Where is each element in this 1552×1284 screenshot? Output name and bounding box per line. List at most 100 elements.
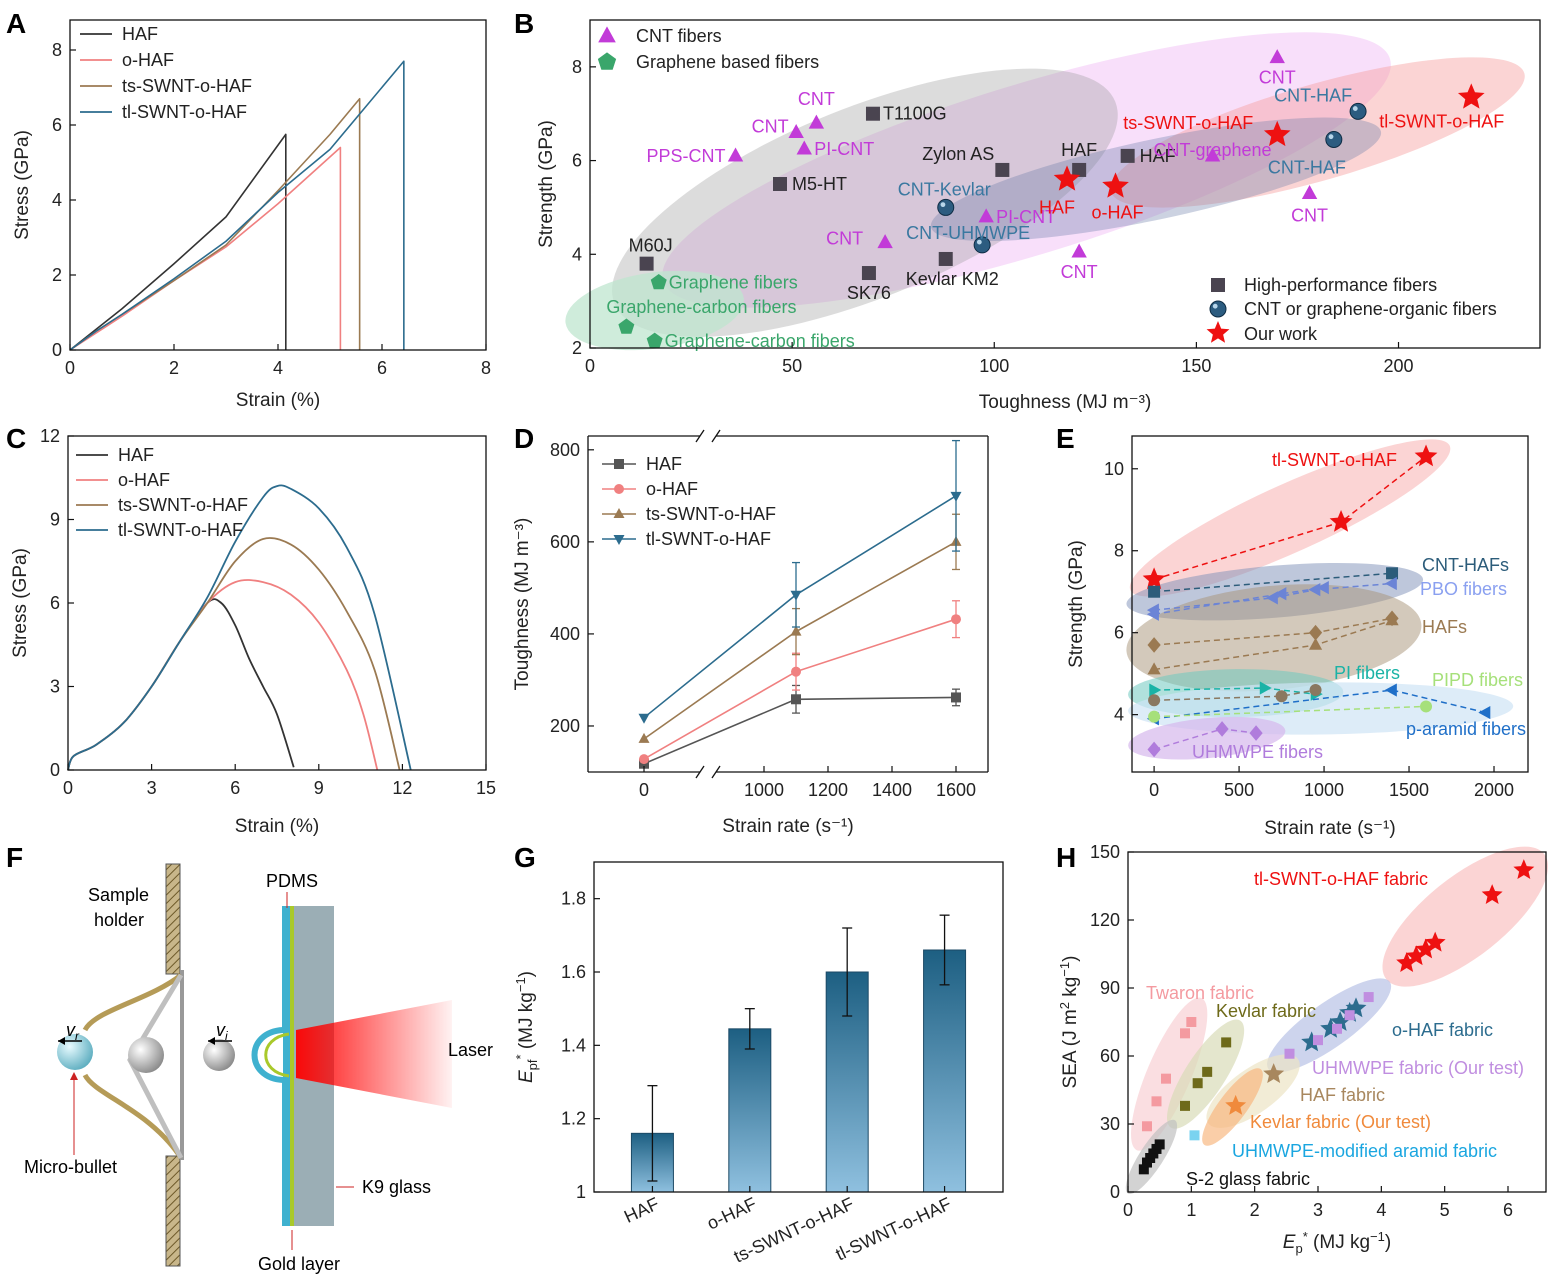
panel-e-point-pipd-fibers (1148, 710, 1161, 723)
panel-d-xtick-label: 1200 (808, 780, 848, 800)
panel-h-xtick-label: 6 (1503, 1200, 1513, 1220)
panel-g-bar-tl-swnt-o-haf (923, 949, 967, 1193)
panel-e-point-hafs (1308, 624, 1323, 641)
panel-c-line-o-haf (67, 579, 379, 771)
panel-b-point-haf-label: HAF (1039, 197, 1075, 217)
panel-e-point-hafs-b (1147, 662, 1161, 675)
panel-b-ytick-label: 2 (572, 338, 582, 358)
panel-c-xtick-label: 6 (230, 778, 240, 798)
panel-d-axis-break (695, 429, 705, 443)
velocity-r-label: vr (66, 1020, 80, 1043)
micro-bullet-label: Micro-bullet (24, 1157, 117, 1177)
pdms-layer (282, 906, 290, 1226)
panel-b-point-m60j-label: M60J (629, 236, 673, 256)
panel-h-label-kevlar-fabric-our-test-: Kevlar fabric (Our test) (1250, 1112, 1431, 1132)
panel-c-line-haf (67, 598, 295, 771)
panel-c-xtick-label: 15 (476, 778, 496, 798)
panel-e-label-pbo-fibers: PBO fibers (1420, 579, 1507, 599)
panel-c-legend-label: HAF (118, 445, 154, 465)
panel-e-ellipse-hafs (1126, 584, 1422, 692)
panel-h-label-tl-swnt-o-haf-fabric: tl-SWNT-o-HAF fabric (1254, 869, 1428, 889)
panel-b-ellipse-our-work (1110, 57, 1525, 208)
panel-b-axes-frame (589, 19, 1541, 349)
panel-d-ytick-label: 800 (550, 440, 580, 460)
panel-h-point-tl-swnt-o-haf-fabric (1481, 884, 1503, 904)
panel-b-point-zylon-as-label: Zylon AS (922, 144, 994, 164)
panel-e-point-pi-fibers (1259, 681, 1272, 695)
panel-e-point-uhmwpe-fibers (1249, 725, 1263, 741)
panel-h-label-kevlar-fabric: Kevlar fabric (1216, 1001, 1316, 1021)
panel-d-point-o-haf (639, 754, 649, 765)
panel-e-label-hafs: HAFs (1422, 617, 1467, 637)
micro-bullet-impact (128, 1037, 164, 1073)
panel-b-legend-cnt-marker (598, 26, 616, 43)
panel-b-point-t1100g-label: T1100G (883, 104, 947, 124)
panel-h-xlabel: Ep* (MJ kg−1) (1283, 1229, 1391, 1256)
panel-h-ytick-label: 90 (1100, 978, 1120, 998)
panel-letter-c: C (6, 423, 26, 454)
panel-c-xtick-label: 9 (314, 778, 324, 798)
panel-b-ytick-label: 8 (572, 57, 582, 77)
panel-b-point-o-haf-label: o-HAF (1092, 202, 1144, 222)
panel-e-point-haf-c (1148, 694, 1161, 707)
panel-d-legend-marker (614, 459, 624, 469)
panel-b-point-sk76-label: SK76 (847, 283, 891, 303)
panel-b-point-cnt-haf-label: CNT-HAF (1274, 85, 1352, 105)
panel-e-xtick-label: 1500 (1389, 780, 1429, 800)
panel-b-point-cnt-label: CNT (752, 116, 789, 136)
panel-d-legend-label: ts-SWNT-o-HAF (646, 504, 776, 524)
panel-d-legend-label: o-HAF (646, 479, 698, 499)
film-deformed-gold (82, 973, 184, 1160)
panel-h-point-twaron-fabric (1161, 1073, 1171, 1084)
panel-h-point-haf-fabric (1263, 1063, 1285, 1084)
panel-c-legend-label: tl-SWNT-o-HAF (118, 520, 243, 540)
panel-b-point-cnt-label: CNT (1291, 205, 1328, 225)
panel-e-point-haf-c (1275, 690, 1288, 703)
panel-letter-f: F (6, 842, 23, 873)
panel-e-xtick-label: 2000 (1474, 780, 1514, 800)
panel-h-point-kevlar-fabric (1221, 1037, 1232, 1048)
panel-b-point-pi-cnt (978, 208, 994, 223)
panel-b-xtick-label: 0 (585, 356, 595, 376)
panel-c-legend-label: o-HAF (118, 470, 170, 490)
film-bulge (251, 1027, 284, 1083)
panel-a-ytick-label: 6 (52, 115, 62, 135)
panel-c-xtick-label: 12 (392, 778, 412, 798)
panel-g-axes-frame (593, 861, 1004, 1193)
panel-b-xtick-label: 200 (1383, 356, 1413, 376)
panel-b-point-cnt-label: CNT (826, 229, 863, 249)
panel-d-point-ts-swnt-o-haf (790, 625, 802, 636)
panel-e-point-uhmwpe-fibers (1215, 721, 1229, 737)
panel-e-point-cnt-hafs (1386, 567, 1399, 580)
panel-e-point-pbo-fibers-b (1274, 587, 1287, 601)
panel-b-ylabel: Strength (GPa) (536, 120, 557, 248)
panel-e-point-tl-swnt-o-haf (1142, 567, 1166, 590)
panel-h-label-o-haf-fabric: o-HAF fabric (1392, 1020, 1493, 1040)
panel-b-legend-graphene-label: Graphene based fibers (636, 52, 819, 72)
panel-b-point-cnt-uhmwpe-label: CNT-UHMWPE (906, 223, 1030, 243)
panel-h-point-s-2-glass-fabric (1138, 1164, 1149, 1175)
panel-b-point-kevlar-km2 (938, 251, 953, 266)
panel-e-chart: 0 500 1000 1500 2000 4 6 8 10 Strain rate (s⁻¹) St… (1066, 435, 1529, 839)
panel-e-point-cnt-hafs (1148, 585, 1161, 598)
panel-h-xtick-label: 1 (1186, 1200, 1196, 1220)
panel-e-label-uhmwpe-fibers: UHMWPE fibers (1192, 742, 1323, 762)
panel-e-point-tl-swnt-o-haf (1329, 510, 1353, 532)
panel-a-line-ts-swnt-o-haf (69, 97, 361, 351)
panel-b-point-cnt-label: CNT (1259, 67, 1296, 87)
panel-b-legend-high-label: High-performance fibers (1244, 275, 1437, 295)
panel-b-point-cnt-haf-highlight (1328, 134, 1334, 140)
panel-e-xlabel: Strain rate (s⁻¹) (1264, 818, 1395, 839)
micro-bullet-pointer-head (70, 1072, 78, 1080)
panel-b-legend-graphene-marker (597, 52, 617, 70)
panel-e-point-hafs (1147, 637, 1161, 653)
panel-d-point-haf (951, 692, 961, 703)
panel-h-point-tl-swnt-o-haf-fabric (1424, 931, 1446, 952)
panel-c-line-tl-swnt-o-haf (67, 484, 412, 771)
panel-h-point-kevlar-fabric (1192, 1078, 1203, 1089)
panel-h-xtick-label: 0 (1123, 1200, 1133, 1220)
panel-a-legend-label: o-HAF (122, 50, 174, 70)
panel-b-xlabel: Toughness (MJ m⁻³) (979, 392, 1152, 413)
panel-h-point-uhmwpe-modified-aramid-fabric (1189, 1130, 1200, 1141)
